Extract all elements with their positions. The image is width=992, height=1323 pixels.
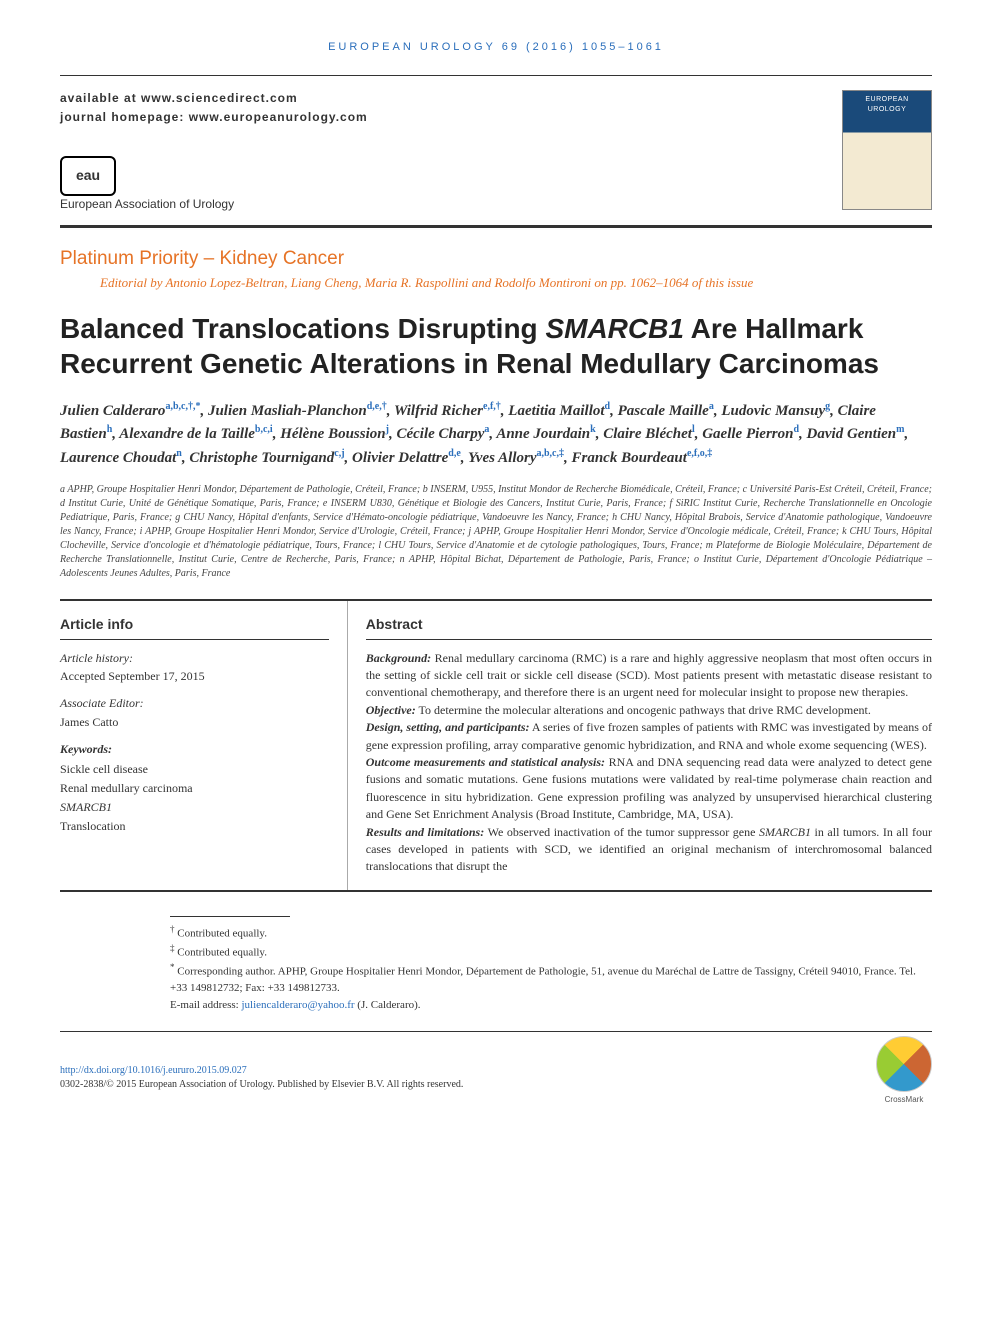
abstract-section-text: To determine the molecular alterations a… bbox=[419, 703, 871, 717]
section-label: Platinum Priority – Kidney Cancer bbox=[60, 246, 932, 273]
footnote-dagger: † Contributed equally. bbox=[170, 923, 932, 942]
author: David Gentienm bbox=[807, 426, 905, 442]
history-value: Accepted September 17, 2015 bbox=[60, 668, 329, 685]
author: Julien Calderaroa,b,c,†,* bbox=[60, 403, 200, 419]
author: Gaelle Pierrond bbox=[702, 426, 799, 442]
article-info-heading: Article info bbox=[60, 615, 329, 640]
abstract-section-text: Renal medullary carcinoma (RMC) is a rar… bbox=[366, 651, 932, 700]
journal-homepage: journal homepage: www.europeanurology.co… bbox=[60, 109, 842, 126]
article-title: Balanced Translocations Disrupting SMARC… bbox=[60, 311, 932, 381]
author: Franck Bourdeaute,f,o,‡ bbox=[571, 450, 712, 466]
journal-cover-thumbnail bbox=[842, 90, 932, 210]
keyword: Sickle cell disease bbox=[60, 760, 329, 779]
eau-logo-icon: eau bbox=[60, 156, 116, 196]
email-label: E-mail address: bbox=[170, 999, 239, 1011]
keyword: Renal medullary carcinoma bbox=[60, 779, 329, 798]
email-person: (J. Calderaro). bbox=[357, 999, 420, 1011]
history-label: Article history: bbox=[60, 650, 329, 667]
footnote-email: E-mail address: juliencalderaro@yahoo.fr… bbox=[170, 997, 932, 1014]
footnotes: † Contributed equally. ‡ Contributed equ… bbox=[60, 923, 932, 1013]
email-link[interactable]: juliencalderaro@yahoo.fr bbox=[241, 999, 354, 1011]
abstract-heading: Abstract bbox=[366, 615, 932, 640]
issn-copyright: 0302-2838/© 2015 European Association of… bbox=[60, 1079, 463, 1090]
author: Julien Masliah-Planchond,e,† bbox=[208, 403, 387, 419]
abstract-section-label: Objective: bbox=[366, 703, 416, 717]
footnote-ddagger: ‡ Contributed equally. bbox=[170, 942, 932, 961]
author: Cécile Charpya bbox=[396, 426, 489, 442]
editorial-byline: Editorial by Antonio Lopez-Beltran, Lian… bbox=[60, 274, 932, 292]
rule-top bbox=[60, 75, 932, 76]
header-block: available at www.sciencedirect.com journ… bbox=[60, 90, 932, 212]
author: Ludovic Mansuyg bbox=[721, 403, 830, 419]
author: Yves Allorya,b,c,‡ bbox=[468, 450, 564, 466]
article-info-column: Article info Article history: Accepted S… bbox=[60, 601, 348, 890]
author: Olivier Delattred,e bbox=[352, 450, 461, 466]
author: Claire Bléchetl bbox=[603, 426, 695, 442]
assoc-editor-value: James Catto bbox=[60, 714, 329, 731]
footnote-corresponding: * Corresponding author. APHP, Groupe Hos… bbox=[170, 961, 932, 997]
journal-home-url[interactable]: www.europeanurology.com bbox=[189, 110, 368, 124]
abstract-section-label: Outcome measurements and statistical ana… bbox=[366, 755, 605, 769]
info-abstract-block: Article info Article history: Accepted S… bbox=[60, 599, 932, 892]
availability-text: available at www.sciencedirect.com bbox=[60, 90, 842, 107]
journal-home-label: journal homepage: bbox=[60, 110, 184, 124]
eau-org-name: European Association of Urology bbox=[60, 196, 842, 213]
abstract-column: Abstract Background: Renal medullary car… bbox=[348, 601, 932, 890]
abstract-section-label: Results and limitations: bbox=[366, 825, 484, 839]
footnote-rule bbox=[170, 916, 290, 917]
author: Pascale Maillea bbox=[618, 403, 714, 419]
author: Christophe Tournigandc,j bbox=[189, 450, 344, 466]
author: Alexandre de la Tailleb,c,i bbox=[119, 426, 272, 442]
keyword: Translocation bbox=[60, 817, 329, 836]
author: Laurence Choudatn bbox=[60, 450, 182, 466]
author: Laetitia Maillotd bbox=[508, 403, 610, 419]
abstract-section-label: Design, setting, and participants: bbox=[366, 720, 530, 734]
rule-thick bbox=[60, 225, 932, 228]
author: Anne Jourdaink bbox=[496, 426, 595, 442]
crossmark-icon[interactable] bbox=[876, 1036, 932, 1092]
doi-link[interactable]: http://dx.doi.org/10.1016/j.eururo.2015.… bbox=[60, 1065, 247, 1076]
affiliations: a APHP, Groupe Hospitalier Henri Mondor,… bbox=[60, 483, 932, 581]
keywords-label: Keywords: bbox=[60, 741, 329, 758]
author: Hélène Boussionj bbox=[280, 426, 389, 442]
abstract-body: Background: Renal medullary carcinoma (R… bbox=[366, 650, 932, 876]
assoc-editor-label: Associate Editor: bbox=[60, 695, 329, 712]
author: Wilfrid Richere,f,† bbox=[394, 403, 501, 419]
author-list: Julien Calderaroa,b,c,†,*, Julien Maslia… bbox=[60, 399, 932, 470]
doi-row: http://dx.doi.org/10.1016/j.eururo.2015.… bbox=[60, 1031, 932, 1092]
keywords-list: Sickle cell diseaseRenal medullary carci… bbox=[60, 760, 329, 837]
running-head: EUROPEAN UROLOGY 69 (2016) 1055–1061 bbox=[60, 40, 932, 55]
keyword: SMARCB1 bbox=[60, 798, 329, 817]
abstract-section-label: Background: bbox=[366, 651, 431, 665]
